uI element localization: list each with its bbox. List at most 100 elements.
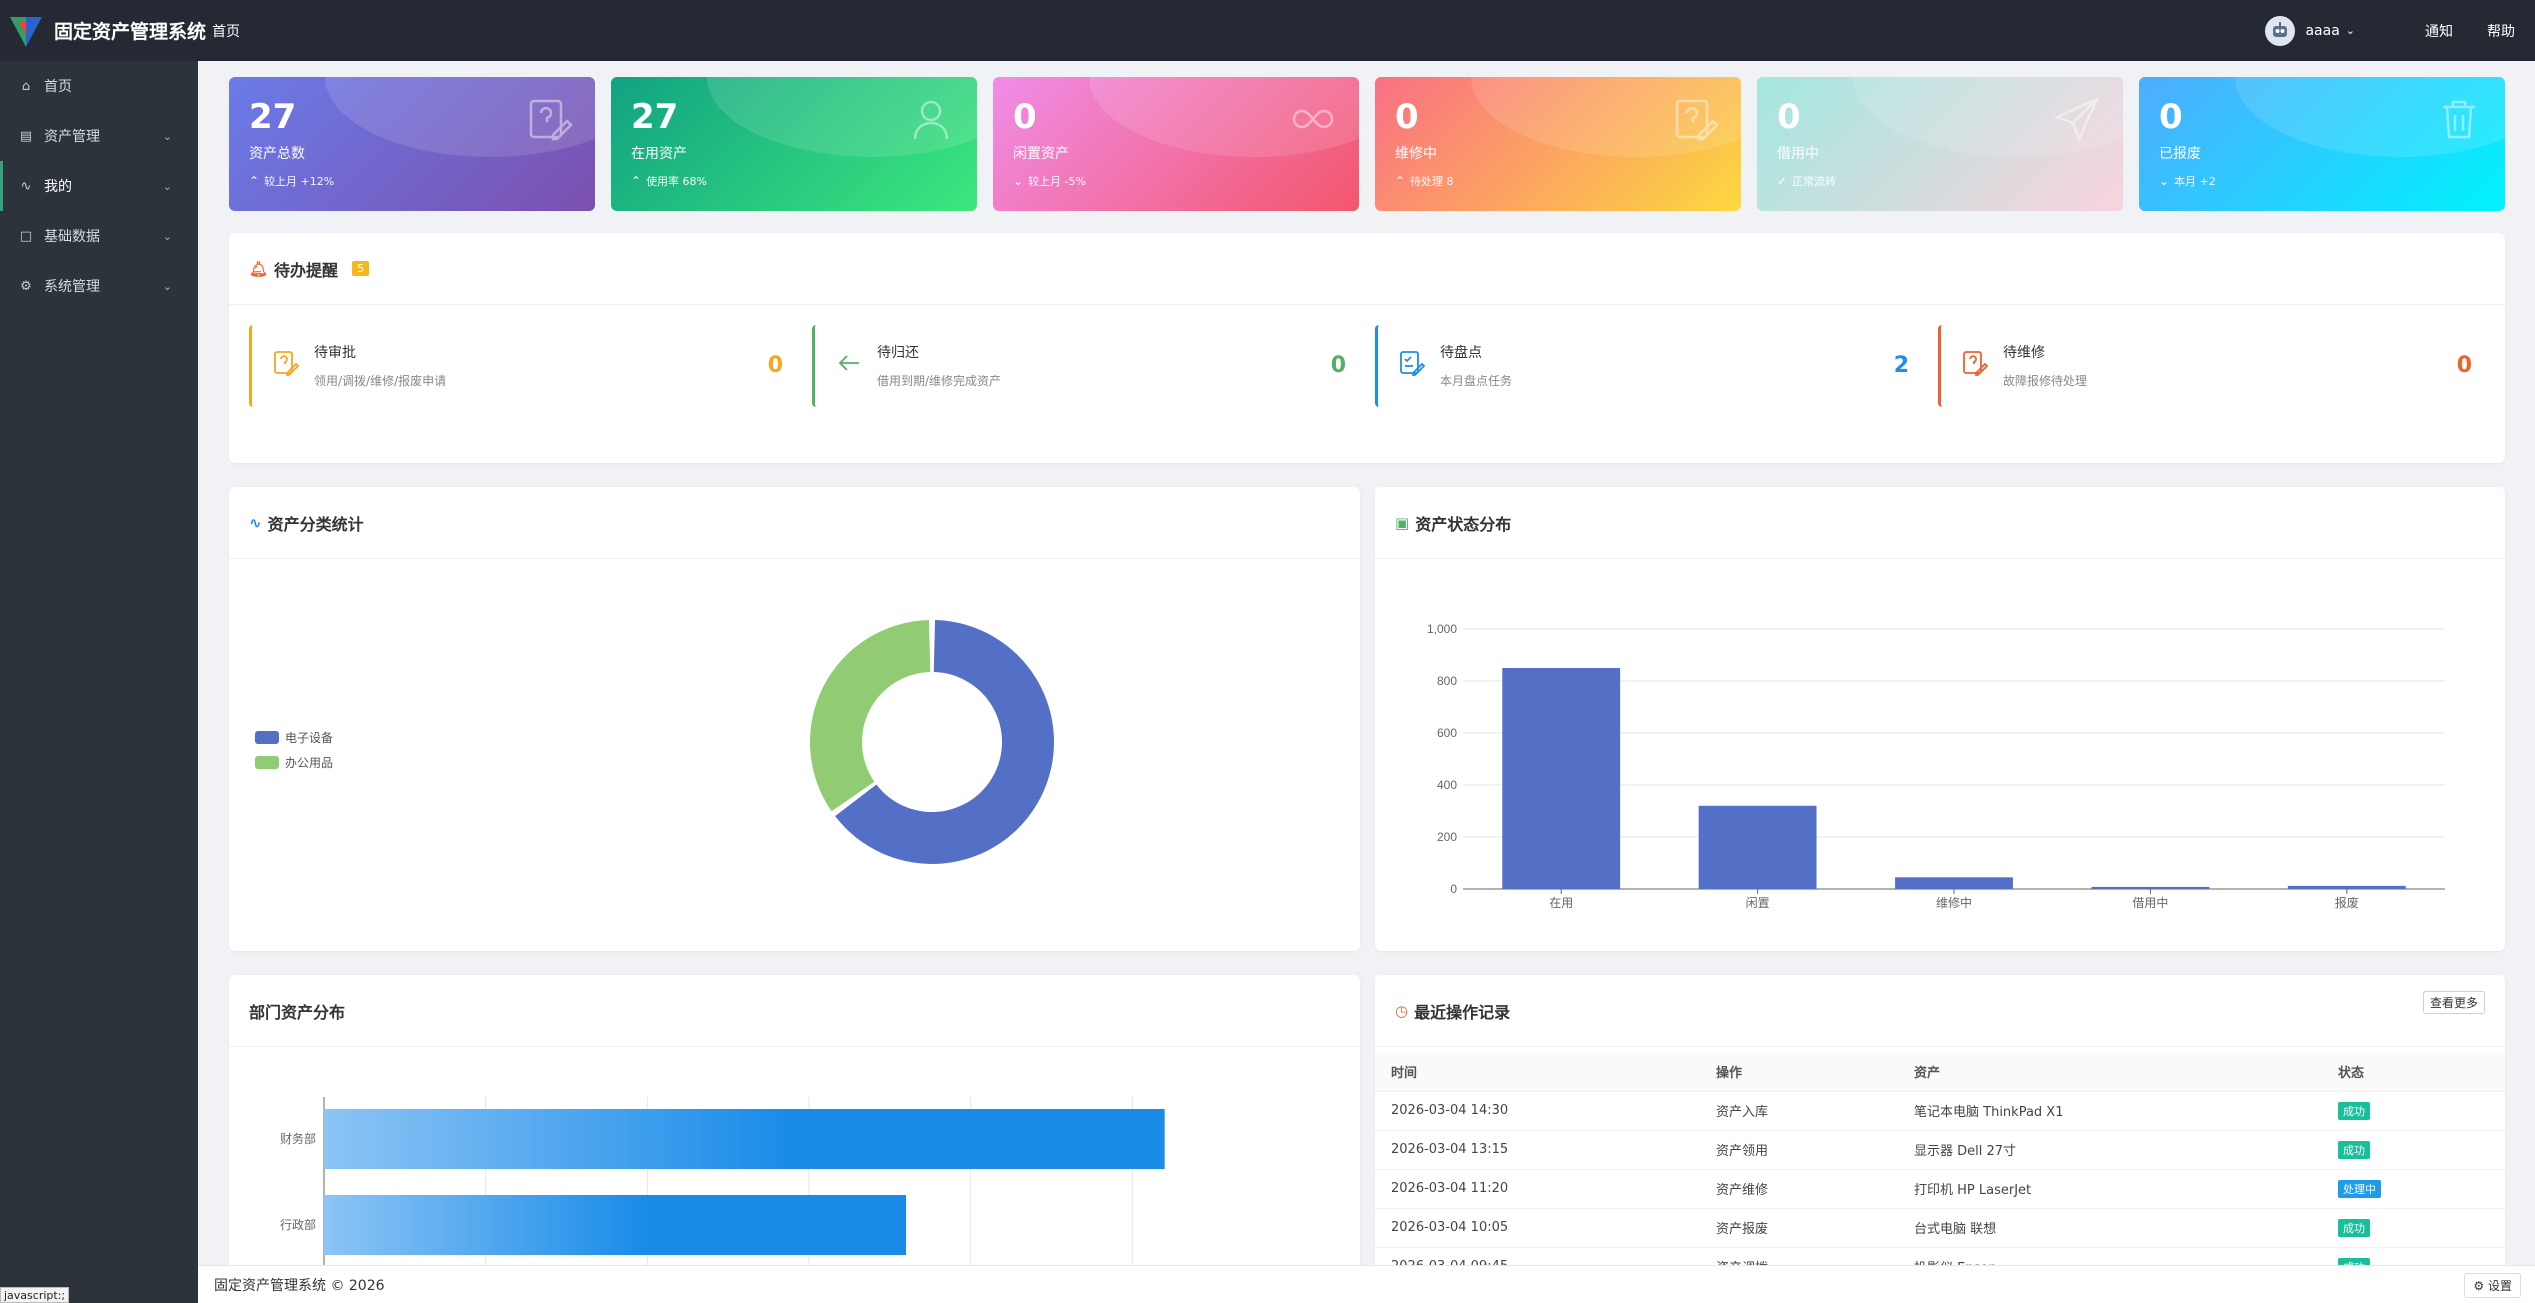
stat-trend-text: 正常流转	[1792, 175, 1837, 188]
log-panel-header: ◷ 最近操作记录	[1375, 975, 2505, 1047]
table-cell-time: 2026-03-04 11:20	[1375, 1169, 1700, 1209]
x-tick-label: 报废	[2335, 895, 2359, 910]
breadcrumb[interactable]: 首页	[212, 23, 241, 40]
stat-card-borrowed[interactable]: 0 借用中 ✓ 正常流转	[1757, 77, 2123, 211]
table-cell-status: 成功	[2322, 1208, 2505, 1248]
todo-item-approval[interactable]: 待审批 领用/调拨/维修/报废申请 0	[249, 325, 795, 407]
legend-label: 办公用品	[285, 756, 334, 770]
y-tick-label: 行政部	[280, 1217, 316, 1232]
column-header: 资产	[1898, 1052, 2322, 1092]
notify-link[interactable]: 通知	[2425, 23, 2453, 40]
legend-label: 电子设备	[285, 731, 334, 745]
sidebar-item-basic-data[interactable]: □ 基础数据 ⌄	[0, 211, 198, 261]
table-row[interactable]: 2026-03-04 10:05 资产报废 台式电脑 联想 成功	[1375, 1208, 2505, 1248]
stat-card-scrapped[interactable]: 0 已报废 ⌄ 本月 +2	[2139, 77, 2505, 211]
dept-bar-0[interactable]	[324, 1109, 1165, 1169]
table-row[interactable]: 2026-03-04 13:15 资产领用 显示器 Dell 27寸 成功	[1375, 1130, 2505, 1170]
settings-button[interactable]: ⚙ 设置	[2464, 1273, 2521, 1298]
sidebar-item-label: 我的	[44, 179, 72, 195]
legend-item[interactable]: 办公用品	[255, 754, 333, 771]
bar-2[interactable]	[1895, 877, 2013, 889]
bar-1[interactable]	[1698, 805, 1817, 889]
y-tick-label: 200	[1437, 830, 1457, 844]
app-logo-icon	[10, 16, 42, 47]
todo-item-inventory[interactable]: 待盘点 本月盘点任务 2	[1375, 325, 1921, 407]
stat-value: 0	[1777, 97, 1801, 137]
sidebar-item-system-management[interactable]: ⚙ 系统管理 ⌄	[0, 261, 198, 311]
stat-value: 0	[1013, 97, 1037, 137]
table-row[interactable]: 2026-03-04 09:45资产调拨投影仪 Epson 成功	[1375, 1247, 2505, 1265]
stat-label: 资产总数	[249, 146, 305, 162]
chevron-down-icon: ⌄	[162, 129, 172, 143]
stat-value: 0	[1395, 97, 1419, 137]
help-link[interactable]: 帮助	[2487, 23, 2515, 40]
user-menu[interactable]: aaaa ⌄	[2305, 23, 2355, 39]
y-tick-label: 800	[1437, 674, 1457, 688]
stat-label: 已报废	[2159, 146, 2201, 162]
log-panel: ◷ 最近操作记录 查看更多 时间 操作 资产 状态 2026-03-04 14:…	[1375, 975, 2505, 1265]
donut-slice-0[interactable]	[835, 620, 1054, 864]
status-bar-chart: 0 200 400 600 800 1,000 在用 闲置 维修中 借用中 报废	[1427, 622, 2445, 910]
donut-slice-1[interactable]	[809, 620, 931, 812]
table-cell-time: 2026-03-04 14:30	[1375, 1091, 1700, 1131]
todo-subtitle: 借用到期/维修完成资产	[877, 374, 1002, 388]
status-badge: 成功	[2338, 1257, 2370, 1265]
y-tick-label: 0	[1450, 882, 1457, 896]
legend-swatch	[255, 731, 279, 744]
table-cell-asset: 台式电脑 联想	[1898, 1208, 2322, 1248]
bell-icon: 🔔︎	[249, 259, 269, 278]
y-tick-label: 1,000	[1427, 622, 1457, 636]
bar-4[interactable]	[2287, 885, 2406, 889]
x-tick-label: 闲置	[1746, 896, 1770, 910]
view-more-button[interactable]: 查看更多	[2422, 991, 2485, 1014]
bar-0[interactable]	[1502, 668, 1621, 889]
stat-card-idle[interactable]: 0 闲置资产 ⌄ 较上月 -5%	[993, 77, 1359, 211]
todo-item-return[interactable]: 待归还 借用到期/维修完成资产 0	[812, 325, 1358, 407]
folder-icon: □	[19, 228, 33, 244]
todo-count-badge: 5	[352, 261, 370, 276]
stat-card-repair[interactable]: 0 维修中 ⌃ 待处理 8	[1375, 77, 1741, 211]
todo-item-repair[interactable]: 待维修 故障报修待处理 0	[1938, 325, 2484, 407]
app-title: 固定资产管理系统	[54, 21, 207, 43]
legend-item[interactable]: 电子设备	[255, 729, 333, 746]
table-cell-time: 2026-03-04 13:15	[1375, 1130, 1700, 1170]
table-cell-status: 成功	[2322, 1091, 2505, 1131]
table-cell-op: 资产调拨	[1700, 1247, 1898, 1265]
chevron-down-icon: ⌄	[162, 179, 172, 193]
send-icon	[2053, 96, 2100, 143]
todo-count: 2	[1893, 353, 1909, 378]
sidebar-item-mine[interactable]: ∿ 我的 ⌄	[0, 161, 198, 211]
log-panel-title: 最近操作记录	[1414, 1002, 1511, 1022]
list-icon: ▤	[19, 128, 33, 144]
monitor-icon: ▣	[1395, 513, 1410, 532]
status-badge: 处理中	[2338, 1179, 2381, 1198]
sidebar: ⌂ 首页 ▤ 资产管理 ⌄ ∿ 我的 ⌄ □ 基础数据 ⌄ ⚙ 系统管理 ⌄	[0, 61, 198, 1303]
pulse-icon: ∿	[249, 513, 262, 532]
bar-3[interactable]	[2091, 886, 2210, 889]
stat-card-total[interactable]: 27 资产总数 ⌃ 较上月 +12%	[229, 77, 595, 211]
chevron-down-icon: ⌄	[2345, 24, 2355, 37]
table-row[interactable]: 2026-03-04 11:20 资产维修 打印机 HP LaserJet 处理中	[1375, 1169, 2505, 1209]
status-badge: 成功	[2338, 1218, 2370, 1237]
column-header: 状态	[2322, 1052, 2505, 1092]
avatar[interactable]	[2265, 15, 2296, 46]
stat-trend-text: 本月 +2	[2174, 175, 2216, 188]
arrow-left-icon	[838, 355, 859, 371]
home-icon: ⌂	[21, 78, 31, 94]
dept-bar-1[interactable]	[324, 1195, 906, 1255]
sidebar-item-label: 首页	[44, 79, 72, 95]
sidebar-item-home[interactable]: ⌂ 首页	[0, 61, 198, 111]
stat-value: 0	[2159, 97, 2183, 137]
table-cell-status: 处理中	[2322, 1169, 2505, 1209]
sidebar-item-asset-management[interactable]: ▤ 资产管理 ⌄	[0, 111, 198, 161]
todo-title: 待维修	[2003, 345, 2045, 361]
category-panel-title: 资产分类统计	[267, 514, 364, 534]
stat-card-in-use[interactable]: 27 在用资产 ⌃ 使用率 68%	[611, 77, 977, 211]
stat-trend-text: 使用率 68%	[646, 175, 708, 188]
table-row[interactable]: 2026-03-04 14:30 资产入库 笔记本电脑 ThinkPad X1 成功	[1375, 1091, 2505, 1131]
status-badge: 成功	[2338, 1140, 2370, 1159]
robot-icon	[2273, 21, 2288, 37]
settings-label: 设置	[2487, 1279, 2512, 1293]
table-cell-op: 资产维修	[1700, 1169, 1898, 1209]
table-cell-asset: 投影仪 Epson	[1898, 1247, 2322, 1265]
